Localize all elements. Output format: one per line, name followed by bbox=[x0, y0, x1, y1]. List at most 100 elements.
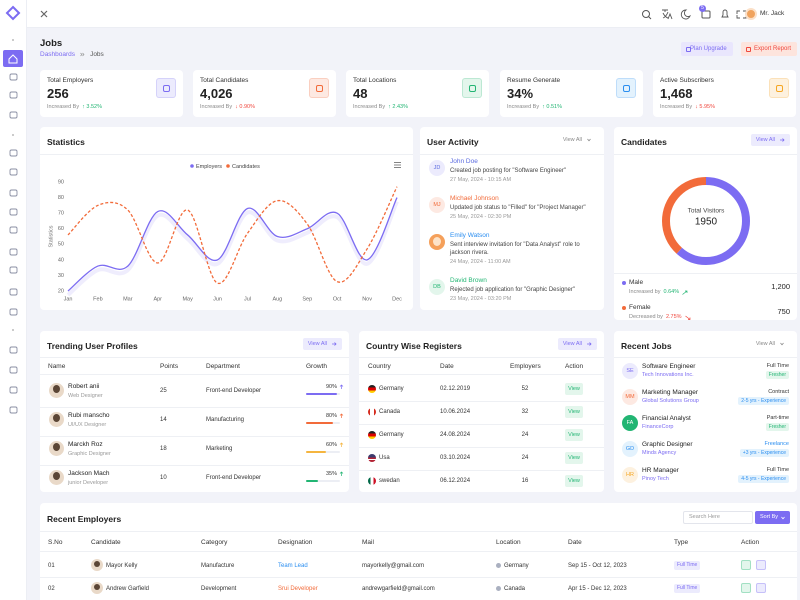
graphic bbox=[3, 5, 23, 414]
avatar bbox=[91, 559, 103, 571]
y-tick-label: 40 bbox=[58, 257, 64, 263]
edit-button[interactable] bbox=[756, 583, 766, 593]
view-all-button[interactable]: View All bbox=[751, 338, 790, 350]
growth-arrow bbox=[339, 471, 344, 476]
change-label: Increased by bbox=[629, 289, 661, 295]
graphic: 20 30 40 50 60 70 80 90 Statistics Jan Feb Mar Apr Ma… bbox=[48, 164, 402, 303]
employer-count: 52 bbox=[521, 386, 529, 392]
stat-icon-glyph bbox=[469, 85, 476, 92]
arrow-icon bbox=[780, 138, 785, 142]
job-avatar: SE bbox=[622, 363, 638, 379]
legend-value: 750 bbox=[777, 307, 790, 316]
view-button[interactable]: View bbox=[565, 406, 583, 418]
view-button[interactable]: View bbox=[565, 475, 583, 487]
growth-label: 35% bbox=[325, 471, 337, 477]
legend-value: 1,200 bbox=[771, 282, 790, 291]
avatar bbox=[49, 441, 64, 456]
separator bbox=[80, 52, 85, 57]
trend-arrow bbox=[684, 315, 690, 320]
country-name: Germany bbox=[379, 432, 404, 438]
growth-bar bbox=[306, 451, 327, 453]
view-all-button[interactable]: View All bbox=[302, 338, 342, 350]
growth-track bbox=[306, 480, 340, 482]
stat-icon-glyph bbox=[163, 85, 170, 92]
profile-role: UI/UX Designer bbox=[68, 422, 107, 428]
view-button[interactable]: View bbox=[565, 429, 583, 441]
active-nav bbox=[3, 50, 23, 67]
nav-icon bbox=[9, 386, 18, 394]
x-tick-label: Oct bbox=[333, 296, 342, 302]
profile-points: 25 bbox=[160, 388, 167, 394]
logo bbox=[5, 5, 21, 21]
graphic: Total Visitors 1950 bbox=[662, 177, 750, 265]
user-name[interactable]: Mr. Jack bbox=[760, 10, 785, 17]
graphic bbox=[339, 442, 344, 447]
column-header: Date bbox=[440, 363, 454, 370]
stat-change: ↑ 2.43% bbox=[388, 104, 408, 110]
user-avatar[interactable] bbox=[745, 8, 757, 20]
graphic bbox=[587, 138, 591, 142]
view-all-button[interactable]: View All bbox=[558, 134, 597, 146]
employer-count: 32 bbox=[521, 409, 529, 415]
designation: Srui Developer bbox=[278, 586, 318, 592]
edit-button[interactable] bbox=[756, 560, 766, 570]
activity-date: 25 May, 2024 - 02:30 PM bbox=[450, 214, 512, 220]
statistics-card: Statistics 20 30 40 50 60 70 80 90 Statistics Jan F… bbox=[40, 127, 413, 310]
date-range: Apr 15 - Dec 12, 2023 bbox=[568, 586, 627, 592]
breadcrumb-item: Jobs bbox=[90, 51, 104, 58]
view-all-button[interactable]: View All bbox=[557, 338, 597, 350]
column-header: Type bbox=[674, 539, 689, 546]
growth-arrow bbox=[339, 413, 344, 418]
view-button[interactable]: View bbox=[565, 383, 583, 395]
growth-arrow bbox=[339, 442, 344, 447]
stat-value: 1,468 bbox=[660, 86, 693, 101]
job-type: Part-time bbox=[766, 415, 789, 421]
profile-points: 10 bbox=[160, 475, 167, 481]
y-tick-label: 60 bbox=[58, 226, 64, 232]
job-company: FinanceCorp bbox=[642, 424, 674, 430]
growth-label: 60% bbox=[325, 442, 337, 448]
row-number: 01 bbox=[48, 563, 55, 569]
sort-button[interactable]: Sort By bbox=[755, 511, 790, 524]
action-button[interactable]: Export Report bbox=[741, 42, 797, 56]
flag bbox=[368, 477, 376, 485]
job-title: Software Engineer bbox=[642, 363, 696, 370]
stat-card: Resume Generate 34% Increased By ↑ 0.51% bbox=[500, 70, 643, 117]
sidebar bbox=[0, 0, 27, 600]
avatar: JD bbox=[429, 160, 445, 176]
breadcrumb-item[interactable]: Dashboards bbox=[40, 51, 76, 58]
designation: Team Lead bbox=[278, 563, 308, 569]
nav-section-dot bbox=[12, 329, 14, 331]
x-tick-label: Feb bbox=[93, 296, 102, 302]
column-header: Growth bbox=[306, 363, 327, 370]
job-type: Full Time bbox=[766, 467, 789, 473]
close-icon[interactable] bbox=[39, 9, 49, 19]
nav-icon bbox=[9, 308, 18, 316]
card-title: Statistics bbox=[47, 137, 85, 147]
stat-change-row: Increased By ↑ 3.52% bbox=[47, 104, 102, 110]
x-tick-label: Nov bbox=[362, 296, 372, 302]
search-input[interactable]: Search Here bbox=[683, 511, 753, 524]
divider bbox=[40, 436, 349, 437]
topbar-icons[interactable] bbox=[638, 6, 748, 22]
action-button[interactable]: Plan Upgrade bbox=[681, 42, 733, 56]
job-tag: 4-5 yrs - Experience bbox=[738, 475, 789, 483]
stat-change: ↓ 0.90% bbox=[235, 104, 255, 110]
download-button[interactable] bbox=[741, 560, 751, 570]
donut-total: 1950 bbox=[695, 217, 718, 228]
location-icon bbox=[496, 563, 501, 568]
candidate-name: Andrew Garfield bbox=[106, 586, 150, 592]
nav-icon bbox=[9, 346, 18, 354]
register-date: 24.08.2024 bbox=[440, 432, 471, 438]
donut-center-label: Total Visitors bbox=[688, 208, 725, 215]
view-all-button[interactable]: View All bbox=[750, 134, 790, 146]
graphic bbox=[780, 138, 785, 142]
avatar bbox=[49, 470, 64, 485]
view-button[interactable]: View bbox=[565, 452, 583, 464]
card-title: Recent Employers bbox=[47, 514, 122, 524]
download-button[interactable] bbox=[741, 583, 751, 593]
job-title: HR Manager bbox=[642, 467, 679, 474]
legend-name: Female bbox=[629, 304, 651, 311]
stat-change-row: Increased By ↓ 5.95% bbox=[660, 104, 715, 110]
stat-card: Total Employers 256 Increased By ↑ 3.52% bbox=[40, 70, 183, 117]
